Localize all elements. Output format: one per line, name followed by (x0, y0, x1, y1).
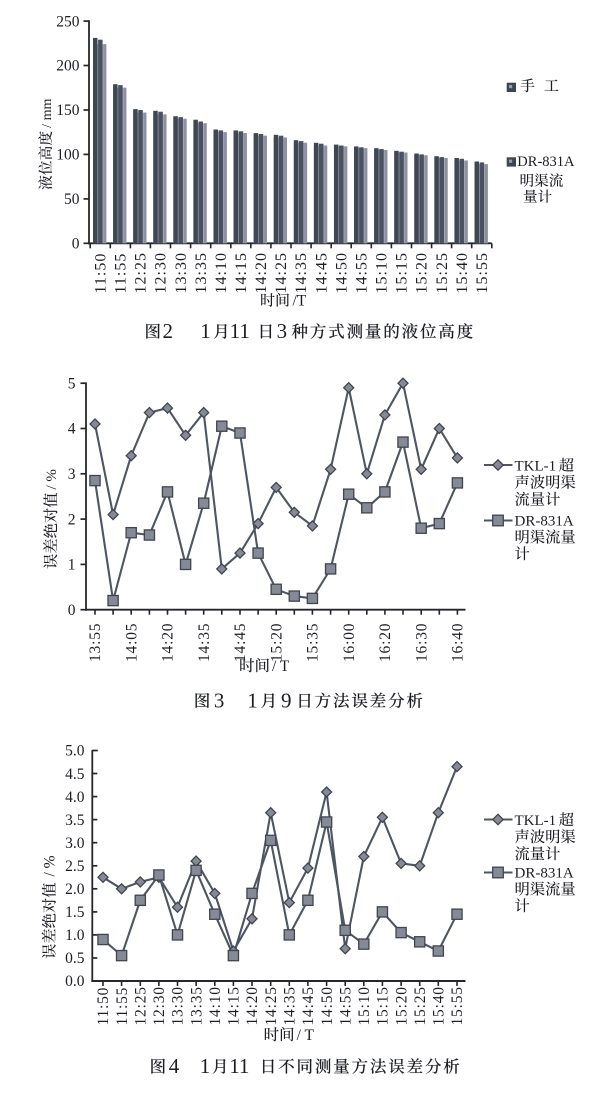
svg-text:TKL-1: TKL-1 (515, 459, 557, 475)
svg-text:1: 1 (200, 319, 211, 343)
svg-text:4.5: 4.5 (65, 766, 85, 783)
svg-text:13:30: 13:30 (173, 252, 190, 293)
svg-text:DR-831A: DR-831A (515, 514, 574, 530)
svg-text:0.0: 0.0 (65, 973, 85, 990)
svg-text:250: 250 (56, 13, 80, 30)
svg-text:100: 100 (56, 147, 80, 164)
svg-text:13:35: 13:35 (193, 252, 210, 293)
svg-text:14:10: 14:10 (207, 986, 224, 1025)
svg-text:15:55: 15:55 (449, 986, 466, 1025)
svg-text:12:25: 12:25 (133, 986, 150, 1025)
svg-text:14:20: 14:20 (160, 623, 177, 662)
svg-text:14:20: 14:20 (253, 252, 270, 293)
svg-text:14:55: 14:55 (354, 252, 371, 293)
svg-text:15:15: 15:15 (375, 986, 392, 1025)
svg-text:14:35: 14:35 (293, 252, 310, 293)
svg-text:/ %: / % (44, 469, 60, 489)
svg-text:4: 4 (68, 421, 76, 438)
svg-text:4.0: 4.0 (65, 789, 85, 806)
svg-text:11: 11 (229, 1054, 249, 1078)
svg-text:0.5: 0.5 (65, 950, 85, 967)
svg-text:14:45: 14:45 (313, 252, 330, 293)
svg-text:5: 5 (68, 375, 76, 392)
svg-text:14:05: 14:05 (123, 623, 140, 662)
svg-text:14:50: 14:50 (319, 986, 336, 1025)
svg-text:4: 4 (169, 1054, 180, 1078)
svg-text:/ T: / T (272, 658, 290, 675)
svg-text:14:35: 14:35 (196, 623, 213, 662)
svg-text:3: 3 (277, 319, 288, 343)
svg-text:11:50: 11:50 (95, 987, 112, 1026)
svg-text:15:10: 15:10 (356, 986, 373, 1025)
svg-text:DR-831A: DR-831A (517, 154, 575, 170)
svg-text:3.0: 3.0 (65, 835, 85, 852)
svg-text:200: 200 (56, 58, 80, 75)
svg-text:14:45: 14:45 (300, 986, 317, 1025)
svg-text:/ %: / % (42, 855, 59, 876)
svg-text:12:25: 12:25 (133, 252, 150, 293)
svg-text:/ T: / T (297, 1027, 315, 1044)
svg-text:1: 1 (200, 1054, 211, 1078)
svg-text:0: 0 (72, 236, 80, 253)
svg-text:15:25: 15:25 (412, 986, 429, 1025)
svg-text:15:40: 15:40 (431, 986, 448, 1025)
svg-text:2.0: 2.0 (65, 881, 85, 898)
svg-text:15:40: 15:40 (454, 252, 471, 293)
svg-text:14:50: 14:50 (333, 252, 350, 293)
svg-text:11: 11 (230, 319, 250, 343)
svg-text:5.0: 5.0 (65, 743, 85, 760)
svg-text:14:20: 14:20 (244, 986, 261, 1025)
svg-text:TKL-1: TKL-1 (515, 813, 557, 829)
svg-text:14:25: 14:25 (263, 986, 280, 1025)
svg-text:9: 9 (281, 688, 292, 712)
svg-text:3.5: 3.5 (65, 812, 85, 829)
svg-text:15:20: 15:20 (393, 986, 410, 1025)
svg-text:/ mm: / mm (40, 99, 55, 128)
svg-text:14:55: 14:55 (337, 986, 354, 1025)
svg-text:13:35: 13:35 (188, 986, 205, 1025)
svg-text:15:55: 15:55 (474, 252, 491, 293)
svg-text:2: 2 (68, 511, 76, 528)
svg-text:16:20: 16:20 (377, 623, 394, 662)
svg-text:1.0: 1.0 (65, 927, 85, 944)
svg-text:16:30: 16:30 (413, 623, 430, 662)
svg-text:15:35: 15:35 (305, 623, 322, 662)
svg-text:11:55: 11:55 (113, 253, 130, 294)
svg-text:1: 1 (247, 688, 257, 712)
svg-text:2.5: 2.5 (65, 858, 85, 875)
svg-text:16:00: 16:00 (341, 623, 358, 662)
svg-text:15:25: 15:25 (434, 252, 451, 293)
svg-text:14:15: 14:15 (233, 252, 250, 293)
svg-text:14:25: 14:25 (273, 252, 290, 293)
svg-text:14:35: 14:35 (282, 986, 299, 1025)
svg-text:14:45: 14:45 (232, 623, 249, 662)
svg-text:12:30: 12:30 (151, 986, 168, 1025)
svg-text:15:20: 15:20 (414, 252, 431, 293)
svg-text:/T: /T (293, 293, 307, 310)
svg-text:14:10: 14:10 (213, 252, 230, 293)
svg-text:11:50: 11:50 (92, 253, 109, 294)
svg-text:13:55: 13:55 (87, 623, 104, 662)
svg-text:3: 3 (214, 688, 225, 712)
svg-text:15:20: 15:20 (268, 623, 285, 662)
svg-text:150: 150 (56, 102, 80, 119)
svg-text:0: 0 (68, 602, 76, 619)
svg-text:3: 3 (68, 466, 76, 483)
svg-text:13:30: 13:30 (170, 986, 187, 1025)
svg-text:15:15: 15:15 (394, 252, 411, 293)
svg-text:11:55: 11:55 (114, 987, 131, 1026)
svg-text:12:30: 12:30 (153, 252, 170, 293)
svg-text:2: 2 (163, 319, 174, 343)
svg-text:DR-831A: DR-831A (515, 866, 574, 882)
svg-text:16:40: 16:40 (450, 623, 467, 662)
svg-text:1: 1 (68, 557, 76, 574)
svg-text:1.5: 1.5 (65, 904, 85, 921)
svg-text:50: 50 (64, 191, 80, 208)
svg-text:15:10: 15:10 (374, 252, 391, 293)
svg-text:14:15: 14:15 (226, 986, 243, 1025)
